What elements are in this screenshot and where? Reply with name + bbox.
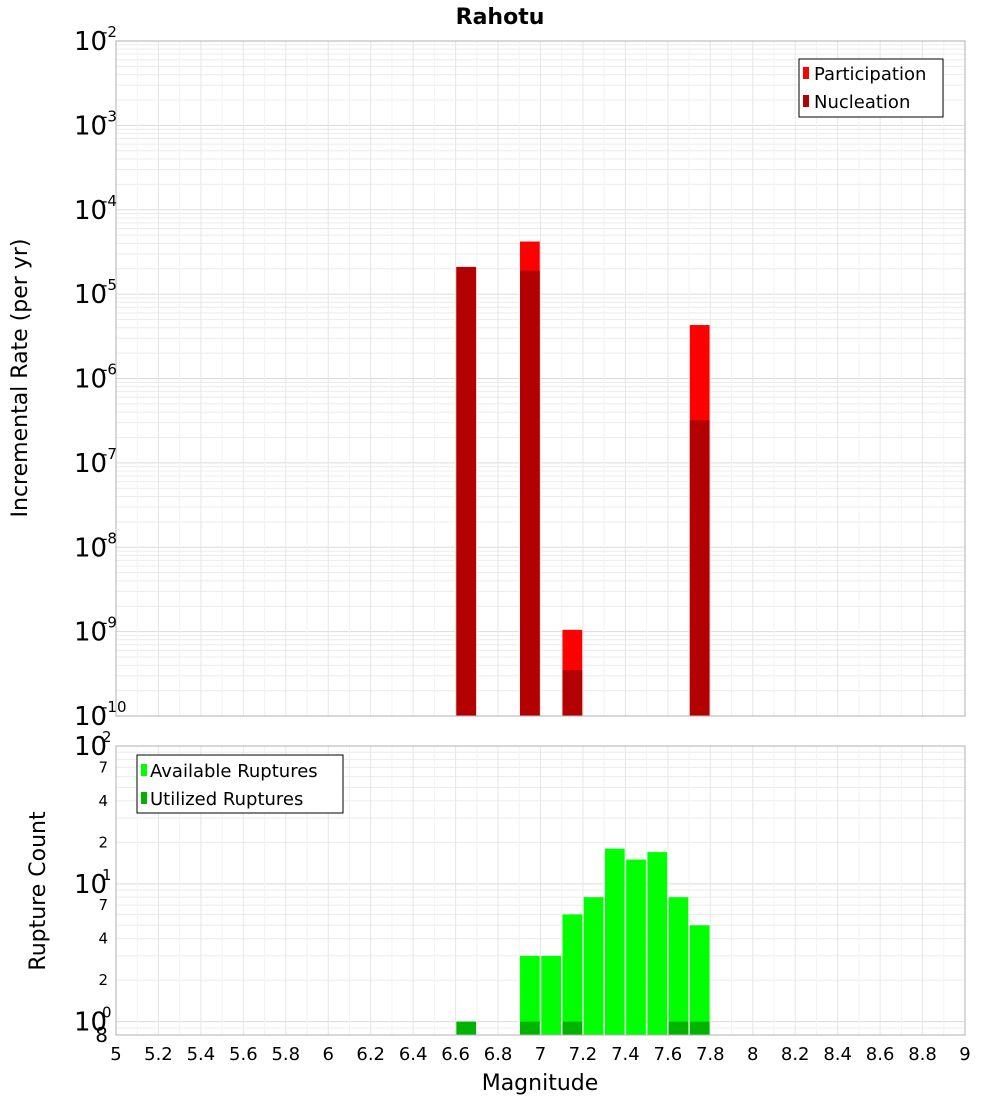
x-tick-label: 7.8: [696, 1044, 725, 1065]
top-plot-border: [115, 40, 966, 717]
top-y-tick-label: 10: [74, 618, 107, 648]
bar-nucleation: [520, 270, 540, 716]
top-y-axis-label: Incremental Rate (per yr): [8, 239, 33, 518]
top-legend: Participation Nucleation: [798, 58, 944, 118]
bar-available-ruptures: [562, 914, 583, 1035]
bottom-y-tick-exponent: 2: [102, 728, 112, 746]
bottom-y-minor-tick-label: 7: [98, 896, 108, 914]
bottom-plot-border: [115, 745, 966, 1036]
bottom-legend-box: [136, 754, 344, 814]
bar-available-ruptures: [520, 955, 540, 1035]
top-y-tick-exponent: -2: [102, 23, 117, 41]
x-tick-label: 6: [323, 1044, 334, 1065]
bar-utilized-ruptures: [668, 1021, 689, 1035]
bottom-y-tick-exponent: 0: [102, 1004, 112, 1022]
bar-utilized-ruptures: [562, 1021, 583, 1035]
bottom-y-minor-tick-label: 7: [98, 758, 108, 776]
x-tick-label: 5.4: [187, 1044, 216, 1065]
legend-swatch-nucleation: [803, 95, 809, 107]
top-y-tick-label: 10: [74, 702, 107, 732]
bar-available-ruptures: [626, 859, 646, 1035]
bar-nucleation: [456, 266, 477, 716]
top-y-tick-exponent: -6: [102, 361, 117, 379]
legend-swatch-available: [141, 764, 147, 776]
bottom-bars: [456, 848, 710, 1035]
top-y-tick-exponent: -3: [102, 107, 117, 125]
bar-nucleation: [689, 420, 710, 716]
top-y-tick-exponent: -8: [102, 529, 117, 547]
legend-label-available: Available Ruptures: [150, 761, 318, 782]
top-y-tick-exponent: -10: [102, 698, 127, 716]
x-tick-label: 5.6: [229, 1044, 258, 1065]
top-y-tick-exponent: -9: [102, 614, 117, 632]
x-tick-label: 8.4: [823, 1044, 852, 1065]
bar-utilized-ruptures: [689, 1021, 710, 1035]
bar-available-ruptures: [689, 925, 710, 1035]
x-tick-label: 7.4: [611, 1044, 640, 1065]
top-bars: [456, 241, 710, 717]
bottom-y-minor-tick-label: 8: [95, 1023, 108, 1047]
legend-label-participation: Participation: [814, 64, 926, 85]
x-tick-label: 6.4: [399, 1044, 428, 1065]
top-y-tick-label: 10: [74, 111, 107, 141]
bottom-grid: [115, 745, 966, 1036]
x-axis-label: Magnitude: [482, 1071, 599, 1096]
bottom-y-minor-tick-label: 2: [98, 971, 108, 989]
x-tick-label: 6.8: [484, 1044, 513, 1065]
bottom-y-tick-exponent: 1: [102, 866, 112, 884]
bar-utilized-ruptures: [520, 1021, 540, 1035]
top-y-tick-label: 10: [74, 449, 107, 479]
top-y-tick-label: 10: [74, 533, 107, 563]
chart-title: Rahotu: [456, 5, 545, 30]
bottom-y-tick-label: 10: [74, 1008, 107, 1038]
x-tick-label: 5: [110, 1044, 121, 1065]
bottom-legend: Available Ruptures Utilized Ruptures: [136, 754, 344, 814]
x-tick-label: 7.2: [569, 1044, 598, 1065]
top-y-tick-exponent: -7: [102, 445, 117, 463]
bar-utilized-ruptures: [456, 1021, 477, 1035]
bar-available-ruptures: [647, 852, 668, 1035]
top-legend-box: [798, 58, 944, 118]
x-tick-label: 6.2: [356, 1044, 385, 1065]
top-y-tick-label: 10: [74, 280, 107, 310]
top-y-tick-exponent: -5: [102, 276, 117, 294]
bottom-y-minor-tick-label: 2: [98, 833, 108, 851]
bottom-y-tick-label: 10: [74, 870, 107, 900]
legend-label-nucleation: Nucleation: [814, 92, 910, 113]
bottom-y-minor-tick-label: 4: [98, 930, 108, 948]
top-y-tick-label: 10: [74, 196, 107, 226]
x-tick-label: 8: [747, 1044, 758, 1065]
x-tick-label: 5.8: [271, 1044, 300, 1065]
x-tick-label: 8.6: [866, 1044, 895, 1065]
bar-available-ruptures: [541, 955, 561, 1035]
bottom-y-axis-label: Rupture Count: [26, 811, 51, 971]
bar-available-ruptures: [604, 848, 625, 1035]
x-tick-label: 8.8: [908, 1044, 937, 1065]
bar-nucleation: [562, 670, 583, 716]
x-tick-label: 7.6: [654, 1044, 683, 1065]
x-tick-labels: 5 5.2 5.4 5.6 5.8 6 6.2 6.4 6.6 6.8 7 7.2 7.4 7.6 7.8 8…: [110, 1044, 970, 1065]
bottom-y-minor-tick-label: 4: [98, 792, 108, 810]
bottom-y-tick-label: 10: [74, 732, 107, 762]
x-tick-label: 6.6: [441, 1044, 470, 1065]
top-plot: 10-210-310-410-510-610-710-810-910-10 In…: [8, 23, 966, 732]
x-tick-label: 5.2: [144, 1044, 173, 1065]
x-tick-label: 8.2: [781, 1044, 810, 1065]
top-grid: [115, 41, 966, 717]
legend-swatch-utilized: [141, 792, 147, 804]
x-tick-label: 9: [959, 1044, 970, 1065]
x-tick-label: 7: [535, 1044, 546, 1065]
top-y-tick-label: 10: [74, 27, 107, 57]
top-y-tick-label: 10: [74, 365, 107, 395]
bar-available-ruptures: [583, 897, 604, 1035]
top-y-tick-labels: 10-210-310-410-510-610-710-810-910-10: [74, 23, 127, 732]
top-y-tick-exponent: -4: [102, 192, 117, 210]
legend-label-utilized: Utilized Ruptures: [150, 789, 303, 810]
bar-available-ruptures: [668, 897, 689, 1035]
legend-swatch-participation: [803, 67, 809, 79]
